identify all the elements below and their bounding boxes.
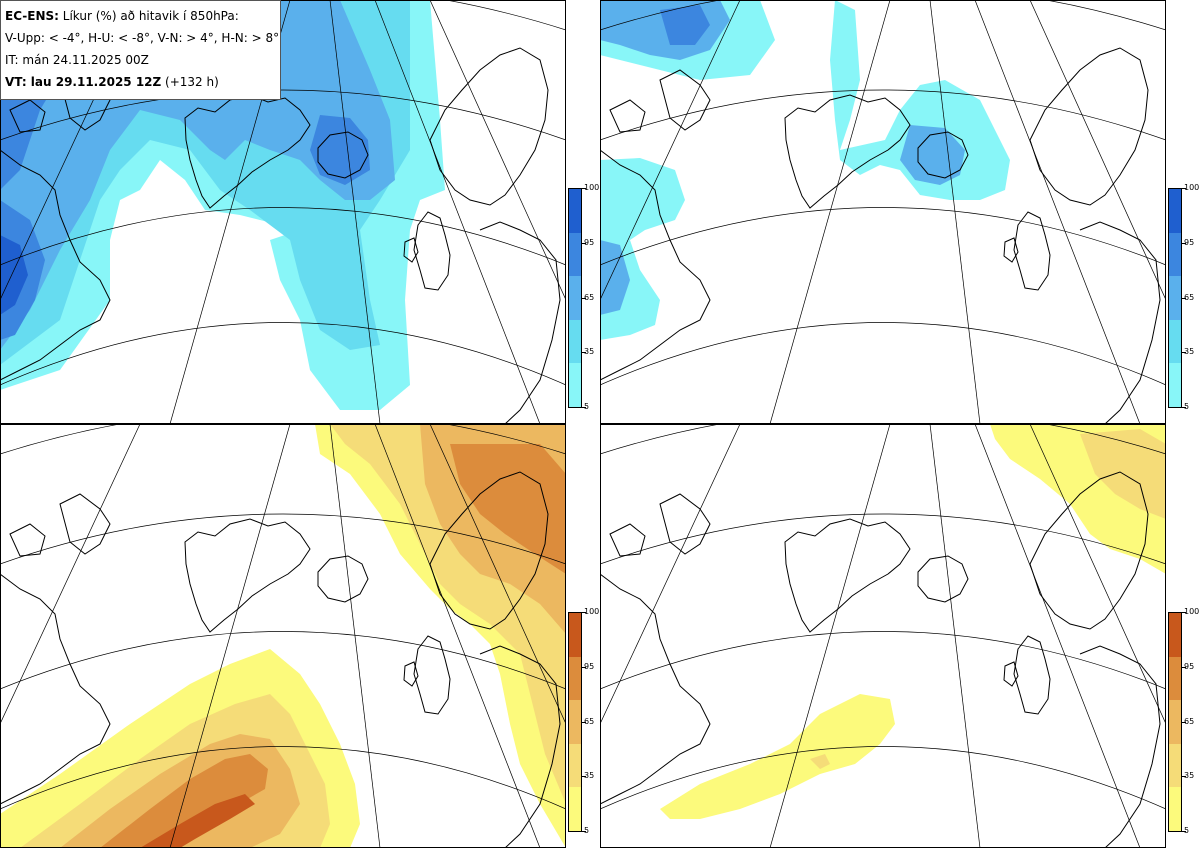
legend-thresholds: V-Upp: < -4°, H-U: < -8°, V-N: > 4°, H-N… xyxy=(5,31,280,45)
colorbar-segment xyxy=(569,232,581,277)
colorbar-tick-mark xyxy=(582,297,586,299)
warm-probability-field xyxy=(660,424,1166,819)
colorbar-tick-mark xyxy=(582,666,586,668)
colorbar-tick-mark xyxy=(582,352,586,354)
colorbar-segment xyxy=(1169,232,1181,277)
colorbar-tick-label: 100 xyxy=(584,607,600,616)
colorbar-tick-label: 95 xyxy=(584,237,595,247)
legend-valid-time: VT: lau 29.11.2025 12Z xyxy=(5,75,162,89)
colorbar-cold xyxy=(1168,188,1182,408)
colorbar-tick-mark xyxy=(1182,721,1186,723)
colorbar-tick-label: 65 xyxy=(584,716,595,726)
colorbar-segment xyxy=(569,700,581,744)
colorbar-tick-mark xyxy=(582,721,586,723)
colorbar-cold xyxy=(568,188,582,408)
colorbar-segment xyxy=(569,787,581,831)
colorbar-tick-label: 5 xyxy=(584,402,590,411)
colorbar-segment xyxy=(1169,613,1181,657)
colorbar-tick-mark xyxy=(582,242,586,244)
colorbar-tick-label: 100 xyxy=(1184,183,1200,192)
colorbar-segment xyxy=(569,319,581,364)
colorbar-warm xyxy=(568,612,582,832)
colorbar-segment xyxy=(569,656,581,701)
colorbar-tick-mark xyxy=(582,612,586,613)
colorbar-segment xyxy=(1169,656,1181,701)
map-bottom-right-svg xyxy=(600,424,1166,848)
legend-box: EC-ENS: Líkur (%) að hitavik í 850hPa: V… xyxy=(0,0,281,100)
colorbar-segment xyxy=(569,276,581,320)
colorbar-tick-label: 95 xyxy=(1184,661,1195,671)
colorbar-tick-label: 65 xyxy=(1184,716,1195,726)
colorbar-tick-label: 35 xyxy=(584,771,595,781)
colorbar-tick-label: 95 xyxy=(584,661,595,671)
colorbar-segment xyxy=(569,743,581,788)
colorbar-tick-mark xyxy=(1182,776,1186,778)
colorbar-segment xyxy=(1169,189,1181,233)
colorbar-segment xyxy=(569,613,581,657)
colorbar-tick-mark xyxy=(1182,242,1186,244)
colorbar-segment xyxy=(569,363,581,407)
map-panel-top-left: EC-ENS: Líkur (%) að hitavik í 850hPa: V… xyxy=(0,0,566,424)
colorbar-segment xyxy=(1169,700,1181,744)
colorbar-tick-label: 5 xyxy=(584,826,590,835)
colorbar-segment xyxy=(1169,276,1181,320)
legend-model: EC-ENS: xyxy=(5,9,59,23)
colorbar-tick-mark xyxy=(1182,407,1186,408)
colorbar-tick-mark xyxy=(582,407,586,408)
colorbar-tick-mark xyxy=(582,831,586,832)
map-top-right-svg xyxy=(600,0,1166,424)
colorbar-tick-label: 100 xyxy=(1184,607,1200,616)
colorbar-tick-label: 35 xyxy=(1184,771,1195,781)
colorbar-tick-label: 35 xyxy=(1184,347,1195,357)
map-bottom-left-svg xyxy=(0,424,566,848)
colorbar-segment xyxy=(1169,319,1181,364)
colorbar-segment xyxy=(569,189,581,233)
colorbar-segment xyxy=(1169,787,1181,831)
legend-title: Líkur (%) að hitavik í 850hPa: xyxy=(62,9,239,23)
colorbar-segment xyxy=(1169,743,1181,788)
legend-lead: (+132 h) xyxy=(165,75,219,89)
colorbar-segment xyxy=(1169,363,1181,407)
colorbar-tick-label: 5 xyxy=(1184,826,1190,835)
colorbar-tick-label: 65 xyxy=(1184,292,1195,302)
colorbar-tick-label: 35 xyxy=(584,347,595,357)
colorbar-tick-mark xyxy=(582,188,586,189)
map-panel-bottom-left xyxy=(0,424,566,848)
colorbar-tick-mark xyxy=(1182,612,1186,613)
colorbar-tick-label: 65 xyxy=(584,292,595,302)
colorbar-tick-label: 95 xyxy=(1184,237,1195,247)
colorbar-warm xyxy=(1168,612,1182,832)
colorbar-tick-mark xyxy=(1182,352,1186,354)
colorbar-tick-label: 5 xyxy=(1184,402,1190,411)
colorbar-tick-label: 100 xyxy=(584,183,600,192)
map-panel-bottom-right xyxy=(600,424,1166,848)
cold-probability-field xyxy=(600,0,1010,340)
colorbar-tick-mark xyxy=(582,776,586,778)
legend-issue-time: IT: mán 24.11.2025 00Z xyxy=(5,53,149,67)
warm-probability-field xyxy=(0,424,566,848)
colorbar-tick-mark xyxy=(1182,297,1186,299)
map-panel-top-right xyxy=(600,0,1166,424)
colorbar-tick-mark xyxy=(1182,831,1186,832)
colorbar-tick-mark xyxy=(1182,188,1186,189)
colorbar-tick-mark xyxy=(1182,666,1186,668)
